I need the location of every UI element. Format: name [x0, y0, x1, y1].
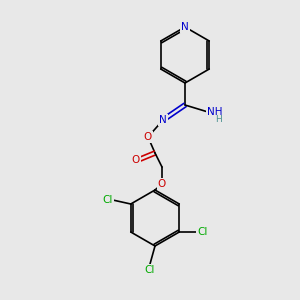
Text: NH: NH: [207, 107, 223, 117]
Text: Cl: Cl: [145, 265, 155, 275]
Text: Cl: Cl: [197, 227, 207, 237]
Text: O: O: [132, 155, 140, 165]
Text: Cl: Cl: [103, 195, 113, 205]
Text: O: O: [158, 179, 166, 189]
Text: N: N: [159, 115, 167, 125]
Text: O: O: [144, 132, 152, 142]
Text: N: N: [181, 22, 189, 32]
Text: H: H: [216, 116, 222, 124]
